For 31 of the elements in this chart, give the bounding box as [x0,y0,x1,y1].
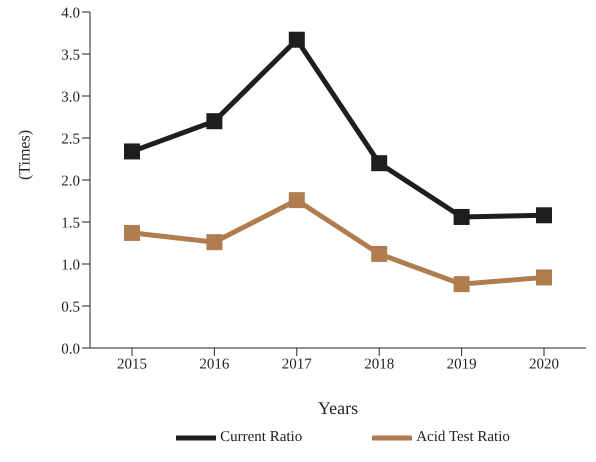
y-tick-label: 1.0 [61,257,80,274]
point [536,207,552,224]
y-tick-label: 0.0 [61,341,80,358]
y-tick-label: 2.0 [61,173,80,190]
x-tick-label: 2020 [529,356,559,373]
y-tick-label: 1.5 [61,215,80,232]
point [454,208,470,225]
x-axis-title: Years [318,398,358,418]
point [454,276,470,292]
point [371,155,388,172]
point [536,269,552,286]
y-tick-label: 3.0 [61,89,80,106]
x-tick-label: 2016 [199,356,230,373]
x-tick-label: 2018 [364,356,394,373]
y-tick-label: 0.5 [61,299,80,316]
y-tick-label: 3.5 [61,47,80,64]
x-tick-label: 2019 [446,356,477,373]
point [206,113,222,130]
point [124,224,140,241]
point [371,246,388,262]
y-tick-label: 4.0 [61,5,80,22]
x-tick-label: 2015 [117,356,147,373]
legend-label: Acid Test Ratio [416,429,510,446]
point [288,192,305,208]
point [124,143,140,160]
y-axis-title: (Times) [16,130,34,180]
point [288,32,305,48]
point [206,234,222,250]
y-tick-label: 2.5 [61,131,80,148]
x-tick-label: 2017 [282,356,312,373]
legend-label: Current Ratio [220,429,302,446]
